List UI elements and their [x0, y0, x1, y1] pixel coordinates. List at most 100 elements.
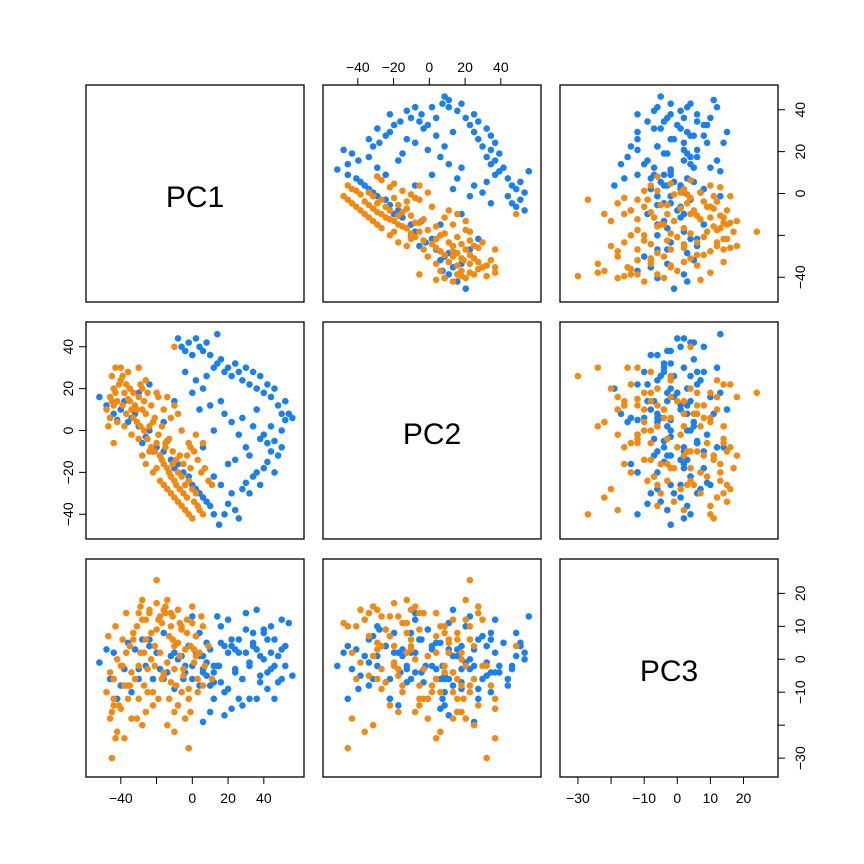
scatter-point — [680, 210, 688, 218]
scatter-point — [667, 414, 674, 422]
scatter-point — [192, 377, 200, 384]
scatter-point — [654, 271, 661, 278]
scatter-point — [142, 460, 150, 468]
scatter-point — [449, 688, 457, 696]
scatter-point — [491, 695, 499, 703]
scatter-point — [190, 448, 198, 455]
scatter-point — [621, 444, 628, 451]
scatter-point — [730, 464, 737, 472]
scatter-point — [664, 506, 671, 514]
scatter-point — [496, 662, 503, 670]
scatter-point — [416, 271, 423, 278]
scatter-point — [647, 456, 655, 464]
scatter-point — [703, 473, 711, 480]
scatter-point — [693, 402, 701, 409]
scatter-point — [355, 685, 362, 693]
scatter-point — [355, 157, 362, 164]
scatter-point — [657, 125, 664, 132]
scatter-point — [119, 372, 126, 380]
scatter-point — [466, 636, 474, 643]
scatter-point — [390, 121, 398, 129]
scatter-point — [169, 636, 176, 643]
scatter-point — [512, 642, 520, 650]
scatter-point — [717, 184, 724, 191]
tick-label: −20 — [382, 59, 406, 75]
scatter-point — [607, 242, 615, 250]
scatter-point — [407, 235, 415, 243]
scatter-point — [690, 132, 698, 139]
scatter-point — [660, 368, 668, 376]
scatter-point — [710, 205, 717, 212]
scatter-point — [174, 606, 182, 614]
scatter-point — [634, 511, 641, 518]
scatter-point — [128, 688, 135, 696]
scatter-point — [720, 258, 727, 266]
scatter-point — [487, 682, 495, 689]
scatter-point — [710, 192, 717, 200]
scatter-point — [683, 150, 691, 157]
scatter-point — [424, 652, 432, 660]
scatter-point — [353, 175, 360, 182]
scatter-point — [282, 397, 289, 405]
scatter-point — [710, 515, 717, 522]
scatter-point — [454, 675, 461, 683]
scatter-point — [215, 521, 223, 528]
scatter-point — [164, 659, 171, 666]
scatter-point — [654, 192, 661, 200]
scatter-point — [723, 498, 731, 506]
scatter-point — [208, 481, 216, 489]
scatter-point — [424, 715, 432, 722]
scatter-point — [110, 439, 117, 447]
tick-label: −30 — [792, 746, 808, 770]
scatter-point — [274, 652, 282, 660]
scatter-point — [441, 669, 448, 676]
scatter-point — [458, 649, 465, 656]
scatter-point — [369, 143, 377, 150]
scatter-point — [249, 368, 257, 376]
scatter-point — [432, 260, 440, 268]
scatter-point — [428, 662, 436, 670]
scatter-point — [432, 649, 440, 656]
scatter-point — [680, 240, 688, 248]
scatter-point — [687, 511, 694, 518]
scatter-point — [378, 685, 385, 693]
scatter-point — [680, 423, 688, 430]
scatter-point — [710, 96, 717, 104]
scatter-point — [723, 481, 731, 489]
scatter-point — [500, 164, 507, 171]
scatter-point — [428, 171, 436, 179]
scatter-point — [217, 639, 225, 647]
scatter-point — [378, 613, 385, 620]
scatter-point — [627, 381, 635, 388]
scatter-point — [167, 679, 175, 686]
scatter-point — [201, 464, 209, 472]
scatter-point — [670, 285, 678, 293]
scatter-point — [411, 103, 419, 111]
scatter-point — [214, 613, 221, 620]
scatter-point — [521, 656, 528, 663]
scatter-point — [424, 253, 432, 260]
scatter-point — [190, 646, 198, 653]
scatter-point — [151, 642, 159, 650]
scatter-point — [720, 214, 727, 221]
scatter-point — [441, 662, 448, 670]
scatter-point — [717, 469, 724, 476]
scatter-point — [399, 150, 406, 157]
scatter-point — [687, 385, 694, 392]
scatter-point — [680, 224, 688, 232]
scatter-point — [733, 242, 741, 250]
scatter-point — [183, 616, 191, 623]
scatter-point — [483, 262, 491, 269]
scatter-point — [687, 372, 694, 380]
scatter-point — [416, 682, 423, 689]
scatter-point — [210, 473, 218, 480]
scatter-point — [475, 603, 482, 610]
scatter-point — [253, 606, 260, 614]
scatter-point — [146, 642, 153, 650]
scatter-point — [621, 239, 628, 246]
scatter-point — [491, 157, 499, 164]
scatter-point — [491, 649, 499, 656]
scatter-point — [713, 364, 721, 372]
scatter-point — [228, 490, 235, 497]
points-pc1-vs-pc3 — [96, 576, 296, 762]
